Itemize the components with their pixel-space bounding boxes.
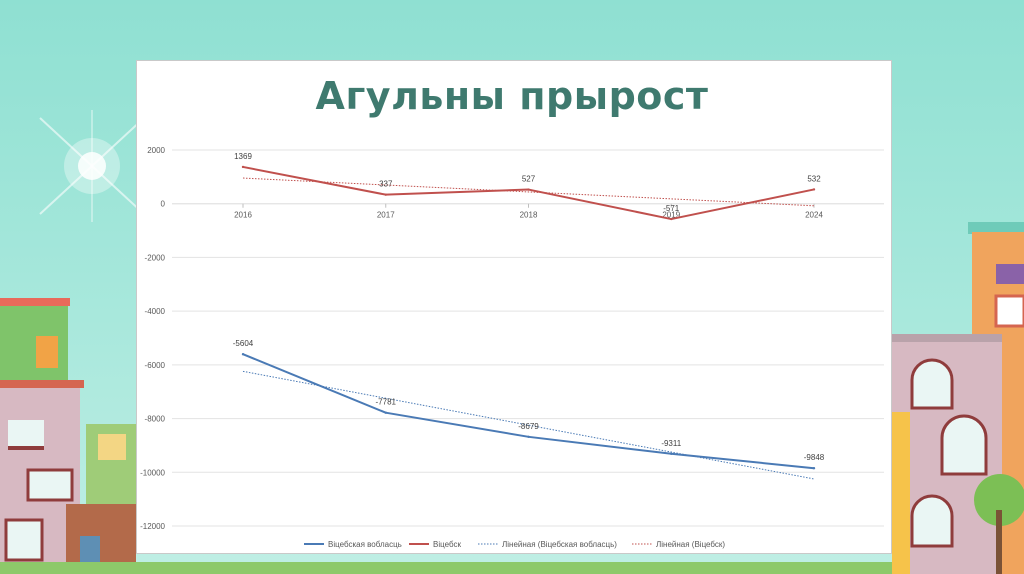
x-tick-label: 2019 [662,211,680,220]
data-label: 1369 [234,152,252,161]
data-point [670,452,673,455]
legend-label: Лінейная (Віцебск) [656,540,725,549]
data-label: 532 [807,174,821,183]
y-tick-label: 0 [161,200,166,209]
x-axis-ticks: 2016 2017 2018 2019 2024 [234,203,823,220]
data-point [670,217,673,221]
x-tick-label: 2016 [234,211,252,220]
y-tick-label: -4000 [145,307,166,316]
data-point [812,467,816,470]
x-tick-label: 2017 [377,211,395,220]
right-houses [892,222,1024,574]
y-tick-label: -2000 [145,253,166,262]
x-tick-label: 2018 [520,211,538,220]
data-labels: -5604 -7781 -8679 -9311 -9848 1369 337 527 -571 5… [233,152,825,462]
data-label: 337 [379,180,393,189]
y-tick-label: -8000 [145,415,166,424]
sun-glow [39,110,145,222]
data-label: -8679 [518,422,539,431]
left-houses [0,298,1024,574]
data-point [241,165,245,169]
legend-label: Віцебск [433,540,461,549]
trendlines [242,177,815,480]
slide-title: Агульны прырост [315,74,709,118]
data-point [241,353,245,356]
x-tick-label: 2024 [805,211,823,220]
y-tick-label: 2000 [147,146,165,155]
legend-label: Віцебская вобласць [328,540,402,549]
y-tick-label: -12000 [140,522,165,531]
data-point [384,193,387,196]
data-point [812,188,816,191]
data-label: -9311 [661,439,681,448]
y-tick-label: -6000 [145,361,166,370]
trendline [242,177,815,207]
data-point [527,435,530,439]
data-label: -571 [663,204,680,213]
data-point [384,411,387,414]
data-point [527,188,530,191]
series-line [242,353,815,470]
y-axis-ticks: 2000 0 -2000 -4000 -6000 -8000 -10000 -12000 [140,146,165,531]
data-label: -9848 [804,453,825,462]
legend: Віцебская вобласць Віцебск Лінейная (Віцеб… [304,540,725,549]
series-lines [241,165,816,470]
legend-label: Лінейная (Віцебская вобласць) [502,540,617,549]
chart-card [136,60,892,554]
y-tick-label: -10000 [140,468,165,477]
trendline [242,370,815,480]
data-label: 527 [522,175,536,184]
data-label: -5604 [233,339,254,348]
data-label: -7781 [376,398,397,407]
